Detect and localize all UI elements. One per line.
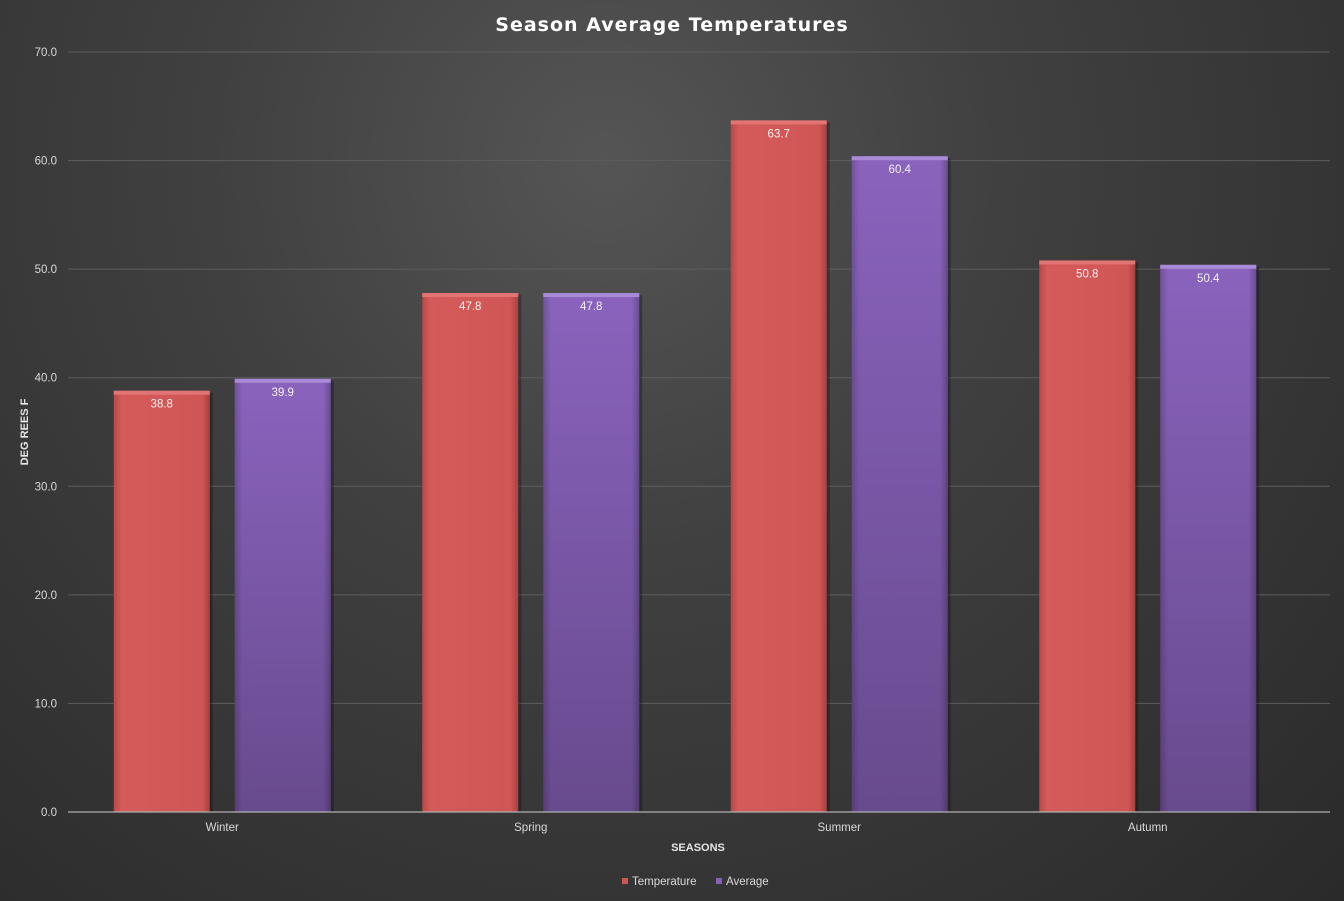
chart-title: Season Average Temperatures	[495, 14, 848, 36]
y-tick-label: 0.0	[41, 807, 57, 819]
data-label: 50.4	[1197, 273, 1220, 285]
legend-item-average: Average	[716, 876, 769, 888]
data-label: 50.8	[1076, 268, 1098, 280]
y-tick-label: 50.0	[35, 264, 57, 276]
x-tick-label: Spring	[514, 822, 547, 834]
data-label: 39.9	[272, 387, 294, 399]
y-tick-label: 40.0	[35, 373, 57, 385]
data-labels: 38.8 39.9 47.8 47.8 63.7 60.4 50.8 50.4	[151, 128, 1220, 410]
temperature-bar	[730, 120, 830, 812]
x-tick-label: Winter	[206, 822, 239, 834]
y-tick-label: 30.0	[35, 481, 57, 493]
x-axis-title: SEASONS	[671, 842, 725, 854]
legend-item-temperature: Temperature	[622, 876, 697, 888]
y-axis-ticks: 0.0 10.0 20.0 30.0 40.0 50.0 60.0 70.0	[35, 47, 57, 819]
average-bar	[1160, 264, 1260, 812]
data-label: 60.4	[889, 164, 912, 176]
average-bar	[851, 156, 951, 812]
y-tick-label: 10.0	[35, 698, 57, 710]
legend: Temperature Average	[622, 876, 769, 888]
x-tick-label: Autumn	[1128, 822, 1168, 834]
y-axis-title: DEG REES F	[19, 398, 31, 465]
average-bar	[234, 378, 334, 812]
legend-label: Temperature	[632, 876, 697, 888]
legend-swatch	[622, 878, 628, 884]
data-label: 47.8	[580, 301, 602, 313]
temperature-bar	[422, 293, 522, 812]
temperature-bar	[1039, 260, 1139, 812]
data-label: 47.8	[459, 301, 481, 313]
x-axis-ticks: Winter Spring Summer Autumn	[206, 822, 1168, 834]
data-label: 38.8	[151, 399, 173, 411]
legend-swatch	[716, 878, 722, 884]
bars	[113, 120, 1260, 812]
y-tick-label: 60.0	[35, 156, 57, 168]
average-bar	[543, 293, 643, 812]
legend-label: Average	[726, 876, 769, 888]
y-tick-label: 70.0	[35, 47, 57, 59]
y-tick-label: 20.0	[35, 590, 57, 602]
x-tick-label: Summer	[818, 822, 862, 834]
data-label: 63.7	[768, 128, 790, 140]
temperature-bar	[113, 390, 213, 812]
